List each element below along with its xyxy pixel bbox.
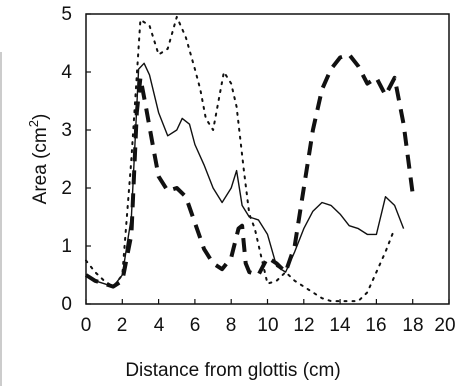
series-line-solid [85,62,405,288]
series-line-dashed [84,52,415,289]
x-tick-label-6: 6 [190,315,201,336]
x-axis-label: Distance from glottis (cm) [125,360,340,381]
y-tick-label-4: 4 [61,62,72,83]
x-tick-label-2: 2 [117,315,128,336]
x-tick-label-4: 4 [154,315,165,336]
x-tick-label-12: 12 [293,315,314,336]
x-tick-label-14: 14 [329,315,351,336]
y-axis-label-main: Area (cm [30,127,51,204]
x-tick-label-16: 16 [365,315,386,336]
y-tick-label-0: 0 [61,294,72,315]
data-series [84,15,415,303]
y-axis-label-sup: 2 [26,120,41,127]
x-tick-label-18: 18 [402,315,423,336]
y-tick-label-5: 5 [61,4,72,25]
axis-ticks [85,13,450,305]
x-tick-label-0: 0 [81,315,92,336]
y-axis-label-close: ) [30,114,51,120]
y-tick-label-1: 1 [61,236,72,257]
series-line-dotted [85,15,396,303]
x-tick-label-8: 8 [226,315,237,336]
plot-frame [85,13,450,305]
x-tick-label-20: 20 [434,315,455,336]
y-tick-label-2: 2 [61,178,72,199]
x-tick-label-10: 10 [257,315,278,336]
y-axis-label: Area (cm2) [26,114,51,205]
y-tick-label-3: 3 [61,120,72,141]
